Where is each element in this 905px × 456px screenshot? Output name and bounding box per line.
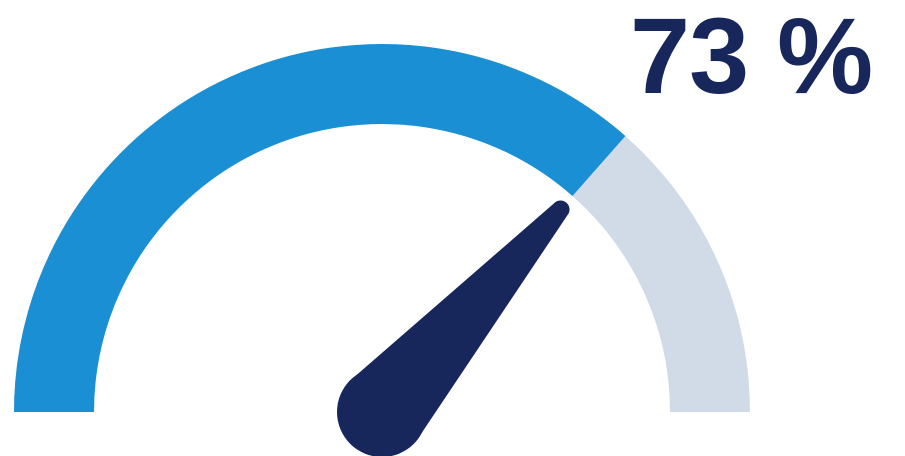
gauge-filled-arc (14, 44, 626, 413)
gauge-value-label: 73 % (630, 0, 873, 116)
gauge-needle-hub (337, 367, 427, 456)
gauge-needle-icon (337, 200, 570, 456)
